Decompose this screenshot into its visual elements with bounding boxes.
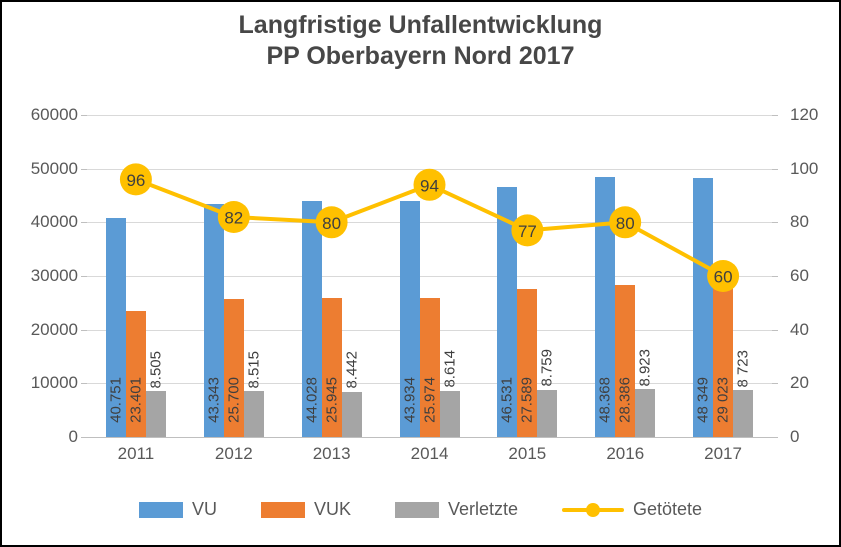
left-axis-tick-label: 20000 [30,319,78,339]
x-axis-category-label: 2013 [312,444,351,463]
vuk-bar-2013: 25.945 [321,297,342,437]
x-axis-category-label: 2011 [117,444,155,463]
chart-title: Langfristige Unfallentwicklung PP Oberba… [2,10,839,72]
legend-item-verletzte: Verletzte [394,499,519,520]
right-axis-tick-label: 100 [790,158,819,178]
legend-line-marker-icon [562,502,625,518]
left-axis-tick [81,222,87,224]
getoetete-marker-2012 [217,201,250,233]
right-axis-tick [772,383,778,385]
getoetete-value-label: 77 [518,222,537,241]
gridline [87,222,772,224]
x-axis-category-label: 2016 [606,444,645,463]
right-axis-tick-label: 20 [790,373,809,393]
x-axis-category-label: 2012 [214,444,253,463]
right-axis-tick [772,329,778,331]
verletzte-bar-2017: 8 723 [733,350,754,437]
left-axis-tick [81,168,87,170]
x-axis-category-label: 2015 [508,444,547,463]
getoetete-value-label: 80 [322,214,341,233]
right-axis-tick [772,168,778,170]
right-axis-tick [772,115,778,116]
left-axis-tick-label: 0 [68,427,78,446]
left-axis-tick [81,383,87,385]
left-axis-tick [81,329,87,331]
left-axis-tick-label: 50000 [30,158,78,178]
getoetete-value-label: 94 [420,176,439,195]
vuk-bar-2014: 25.974 [419,297,440,437]
legend: VU VUK Verletzte Getötete [2,499,839,520]
x-axis-line [87,437,772,438]
right-axis-tick-label: 80 [790,212,809,232]
right-axis-tick-label: 0 [790,427,800,446]
getoetete-line-layer: 96 82 80 94 77 80 60 [119,163,740,292]
getoetete-marker-2013 [315,206,348,239]
right-axis-tick-label: 40 [790,319,809,339]
getoetete-value-label: 60 [714,268,733,287]
left-axis-tick-label: 30000 [30,266,78,285]
getoetete-value-label: 82 [224,209,243,228]
right-axis-tick [772,222,778,224]
verletzte-bar-2013: 8.442 [341,351,362,437]
vuk-bar-2015: 27.589 [517,288,538,437]
vu-bar-2017: 48 349 [693,177,714,437]
getoetete-marker-2015 [511,214,544,247]
vu-bar-2014: 43.934 [399,201,420,437]
legend-label: Verletzte [447,499,519,519]
vu-bar-2012: 43.343 [203,204,224,437]
getoetete-marker-2016 [609,206,642,239]
vu-bar-2016: 48.368 [595,177,616,437]
right-axis-tick-label: 120 [790,105,819,124]
vu-bar-2015: 46.531 [497,187,518,437]
x-axis-category-label: 2014 [410,444,449,463]
getoetete-value-label: 80 [616,214,635,233]
vu-bar-2013: 44.028 [301,200,322,437]
getoetete-marker-2014 [413,168,446,201]
chart-title-line-1: Langfristige Unfallentwicklung [238,11,603,39]
vuk-bar-2017: 29 023 [713,281,734,437]
left-axis-tick [81,276,87,277]
left-axis-tick [81,115,87,116]
legend-dot-icon [586,502,601,517]
verletzte-bar-2015: 8.759 [537,349,558,437]
legend-swatch-icon [138,501,183,518]
left-axis-tick-label: 40000 [30,212,78,232]
vuk-bar-2016: 28.386 [615,284,636,437]
right-axis-tick-label: 60 [790,266,809,285]
vuk-bar-2012: 25.700 [223,299,244,437]
getoetete-marker-2017 [707,260,740,292]
vu-bar-2011: 40.751 [105,218,126,437]
verletzte-bar-2012: 8.515 [243,351,264,437]
verletzte-bar-2011: 8.505 [145,351,166,437]
legend-item-getoetete: Getötete [562,499,702,520]
legend-item-vuk: VUK [260,499,351,520]
legend-item-vu: VU [138,499,217,520]
vuk-bar-2011: 23.401 [125,311,146,437]
legend-swatch-icon [260,501,305,518]
left-axis-tick-label: 60000 [30,105,78,124]
x-axis-category-label: 2017 [704,444,742,463]
legend-label: VUK [313,499,351,519]
legend-label: Getötete [633,499,703,519]
getoetete-value-label: 96 [126,171,145,190]
left-axis-tick [81,437,87,438]
legend-label: VU [191,499,217,519]
legend-swatch-icon [394,501,439,518]
right-axis-tick [772,437,778,438]
chart-title-line-2: PP Oberbayern Nord 2017 [266,42,575,70]
verletzte-bar-2014: 8.614 [439,350,460,437]
gridline [87,276,772,277]
verletzte-bar-2016: 8.923 [635,349,656,437]
right-axis-tick [772,276,778,277]
getoetete-marker-2011 [119,163,152,196]
left-axis-tick-label: 10000 [30,373,78,393]
gridline [87,115,772,116]
